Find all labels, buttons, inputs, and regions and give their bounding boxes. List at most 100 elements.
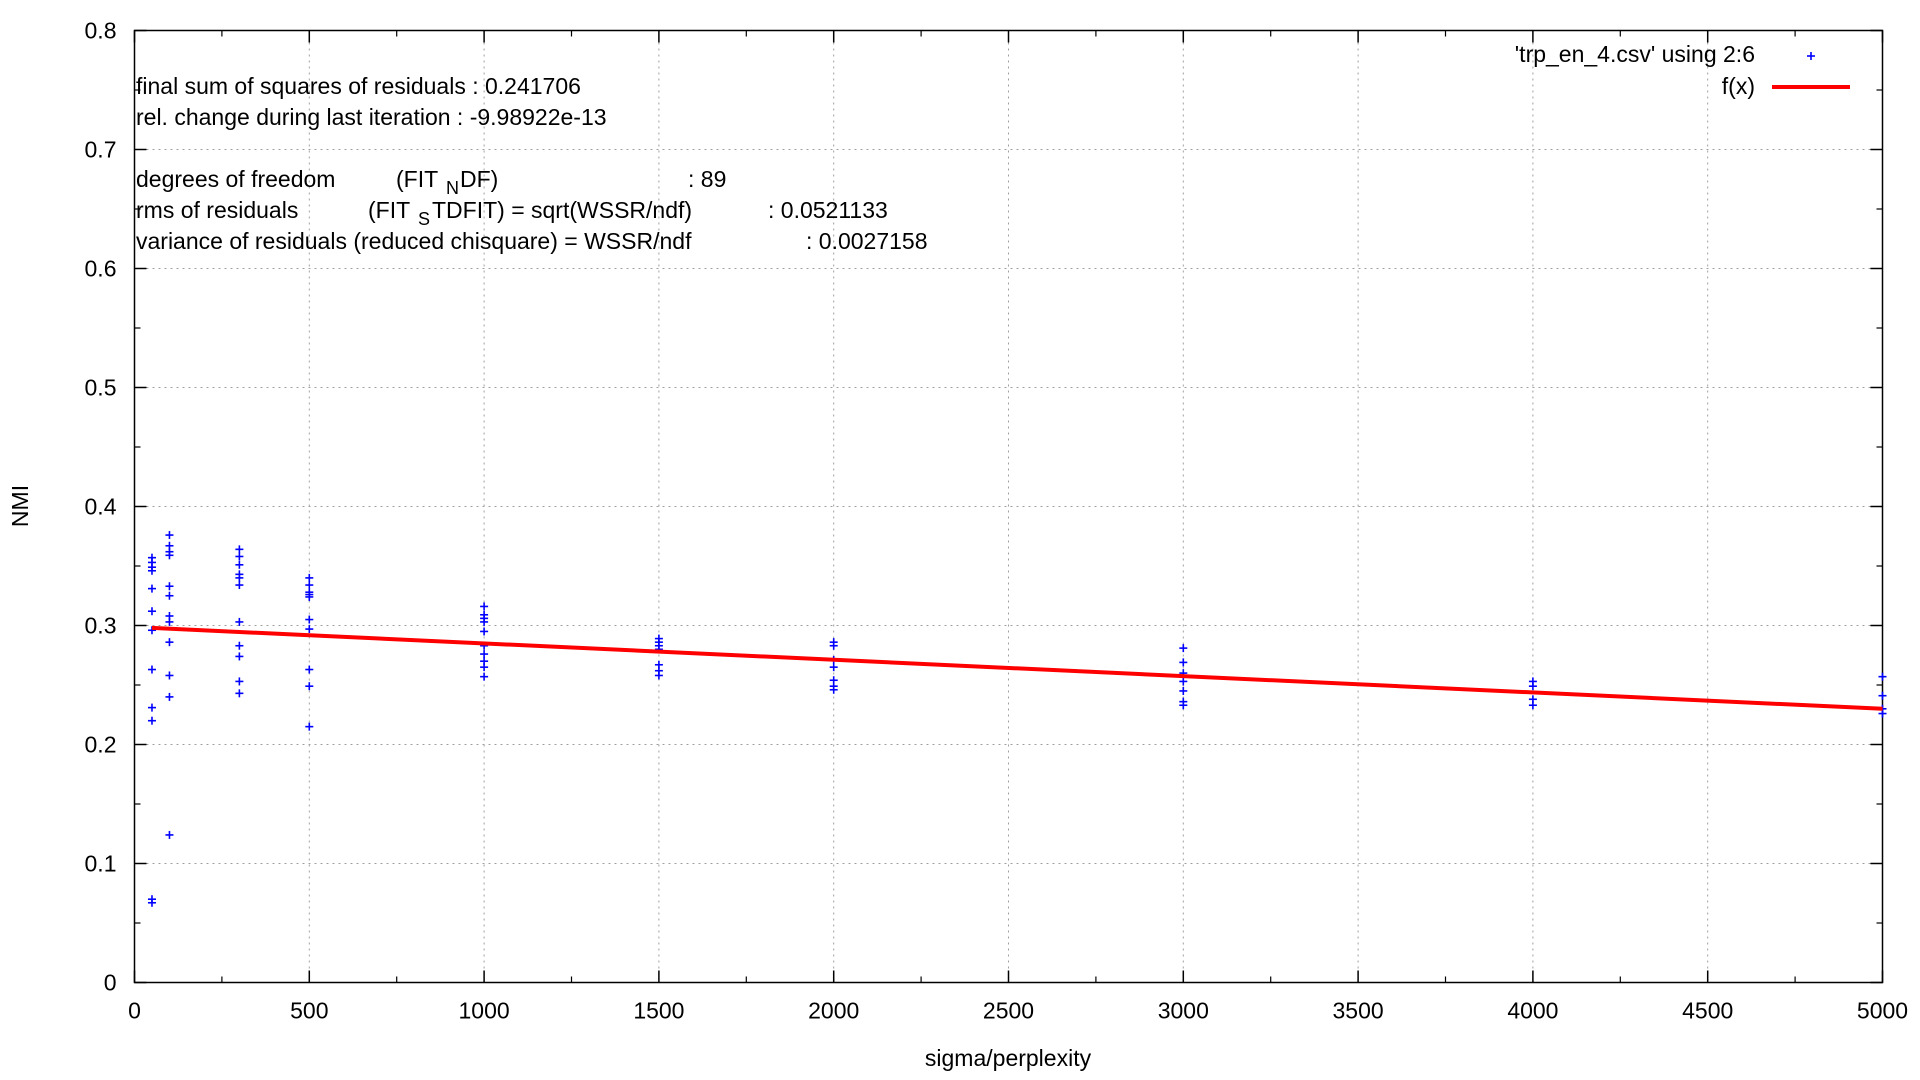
annotation-rel-change: rel. change during last iteration : -9.9… (136, 104, 607, 130)
y-tick-label: 0.2 (85, 732, 117, 758)
y-tick-label: 0.3 (85, 613, 117, 639)
data-point (235, 552, 244, 561)
x-tick-label: 4500 (1682, 998, 1733, 1024)
data-point (1179, 677, 1188, 686)
annotation-dof-sub: N (446, 178, 459, 198)
data-point (305, 615, 314, 624)
y-tick-label: 0.7 (85, 137, 117, 163)
data-point (305, 592, 314, 601)
data-point (829, 663, 838, 672)
data-point (165, 830, 174, 839)
data-point (654, 671, 663, 680)
y-tick-label: 0.4 (85, 494, 117, 520)
fit-statistics: final sum of squares of residuals : 0.24… (136, 73, 928, 254)
data-point (165, 591, 174, 600)
x-tick-label: 0 (128, 998, 141, 1024)
y-tick-label: 0.8 (85, 18, 117, 44)
data-point (235, 545, 244, 554)
data-point (480, 672, 489, 681)
data-point (147, 584, 156, 593)
x-tick-label: 2500 (983, 998, 1034, 1024)
annotation-variance-value: : 0.0027158 (806, 228, 928, 254)
data-point (235, 677, 244, 686)
annotation-rms-label: rms of residuals (136, 197, 298, 223)
legend-plus-marker (1807, 52, 1815, 60)
data-point (165, 582, 174, 591)
y-tick-label: 0.5 (85, 375, 117, 401)
data-point (147, 703, 156, 712)
data-point (829, 685, 838, 694)
data-point (480, 602, 489, 611)
data-point (235, 652, 244, 661)
data-point (165, 617, 174, 626)
annotation-variance-label: variance of residuals (reduced chisquare… (136, 228, 692, 254)
annotation-rms-value: : 0.0521133 (768, 197, 888, 223)
x-tick-label: 2000 (808, 998, 859, 1024)
legend: 'trp_en_4.csv' using 2:6 f(x) (1515, 41, 1850, 99)
data-point (1179, 701, 1188, 710)
fit-line (151, 625, 1883, 711)
x-tick-labels: 0 500 1000 1500 2000 2500 3000 3500 4000 4500 5000 (128, 998, 1908, 1024)
y-axis-label: NMI (7, 485, 33, 527)
data-point (235, 581, 244, 590)
data-point (305, 665, 314, 674)
data-point (1179, 658, 1188, 667)
x-tick-label: 3000 (1158, 998, 1209, 1024)
data-point (235, 689, 244, 698)
data-point (165, 551, 174, 560)
legend-marker-points (1807, 52, 1815, 60)
data-point (1179, 644, 1188, 653)
data-point (165, 638, 174, 647)
data-point (147, 607, 156, 616)
data-point (305, 625, 314, 634)
annotation-dof-value: : 89 (688, 166, 726, 192)
data-points (147, 531, 1887, 907)
data-point (305, 581, 314, 590)
data-point (1878, 691, 1887, 700)
legend-label-fit: f(x) (1722, 73, 1755, 99)
data-point (480, 663, 489, 672)
data-point (1179, 686, 1188, 695)
x-tick-label: 1000 (459, 998, 510, 1024)
y-tick-label: 0 (104, 970, 117, 996)
plot-frame (133, 29, 1884, 984)
data-point (235, 573, 244, 582)
data-point (480, 627, 489, 636)
x-tick-label: 4000 (1507, 998, 1558, 1024)
grid (134, 30, 1883, 983)
data-point (305, 682, 314, 691)
data-point (165, 671, 174, 680)
data-point (235, 560, 244, 569)
y-tick-label: 0.1 (85, 851, 117, 877)
data-point (480, 650, 489, 659)
annotation-dof-fit-open: (FIT (396, 166, 438, 192)
x-tick-label: 500 (290, 998, 328, 1024)
data-point (829, 641, 838, 650)
x-tick-label: 3500 (1333, 998, 1384, 1024)
data-point (147, 626, 156, 635)
data-point (1878, 709, 1887, 718)
data-point (235, 641, 244, 650)
y-tick-labels: 0 0.1 0.2 0.3 0.4 0.5 0.6 0.7 0.8 (85, 18, 117, 996)
annotation-dof-label: degrees of freedom (136, 166, 335, 192)
data-point (165, 692, 174, 701)
annotation-rms-fit-open: (FIT (368, 197, 410, 223)
annotation-rms-sub: S (418, 209, 430, 229)
annotation-dof-fit-close: DF) (460, 166, 498, 192)
y-tick-label: 0.6 (85, 256, 117, 282)
data-point (305, 722, 314, 731)
data-point (480, 617, 489, 626)
legend-label-points: 'trp_en_4.csv' using 2:6 (1515, 41, 1755, 67)
data-point (165, 531, 174, 540)
data-point (235, 617, 244, 626)
data-point (1528, 682, 1537, 691)
data-point (1878, 672, 1887, 681)
data-point (305, 573, 314, 582)
x-tick-label: 1500 (633, 998, 684, 1024)
annotation-wssr: final sum of squares of residuals : 0.24… (136, 73, 581, 99)
data-point (147, 665, 156, 674)
annotation-rms-fit-close: TDFIT) = sqrt(WSSR/ndf) (432, 197, 692, 223)
x-tick-label: 5000 (1857, 998, 1908, 1024)
data-point (147, 566, 156, 575)
